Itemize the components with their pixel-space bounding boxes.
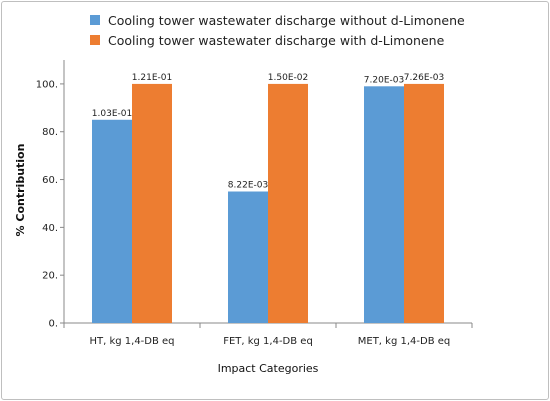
x-tick-label: MET, kg 1,4-DB eq [358, 336, 450, 347]
legend-item-with: Cooling tower wastewater discharge with … [90, 30, 465, 50]
y-tick-label: 80. [42, 127, 58, 138]
legend-label-with: Cooling tower wastewater discharge with … [108, 32, 445, 48]
data-labels: 1.03E-01 1.21E-01 8.22E-03 1.50E-02 7.20E-03… [92, 73, 444, 191]
bar-value-label: 1.50E-02 [268, 73, 308, 83]
bar [364, 86, 404, 323]
y-tick-label: 60. [42, 175, 58, 186]
y-tick-label: 100. [36, 79, 58, 90]
y-tick-label: 0. [48, 319, 58, 330]
bar-value-label: 8.22E-03 [228, 181, 268, 191]
y-tick-label: 40. [42, 223, 58, 234]
legend-item-without: Cooling tower wastewater discharge witho… [90, 10, 465, 30]
legend: Cooling tower wastewater discharge witho… [90, 10, 465, 50]
bar-value-label: 7.20E-03 [364, 75, 404, 85]
legend-label-without: Cooling tower wastewater discharge witho… [108, 12, 465, 28]
bar-value-label: 1.21E-01 [132, 73, 172, 83]
x-tick-label: HT, kg 1,4-DB eq [89, 336, 174, 347]
bar [132, 83, 172, 323]
x-tick-label: FET, kg 1,4-DB eq [223, 336, 313, 347]
bar [268, 83, 308, 323]
bar-value-label: 7.26E-03 [404, 73, 444, 83]
bar [404, 83, 444, 323]
bar-value-label: 1.03E-01 [92, 109, 132, 119]
x-axis-title: Impact Categories [218, 362, 319, 375]
y-tick-label: 20. [42, 271, 58, 282]
bars [92, 83, 444, 323]
bar [228, 191, 268, 323]
legend-swatch-with [90, 35, 100, 45]
legend-swatch-without [90, 15, 100, 25]
bar [92, 119, 132, 323]
y-axis-title: % Contribution [14, 144, 27, 237]
